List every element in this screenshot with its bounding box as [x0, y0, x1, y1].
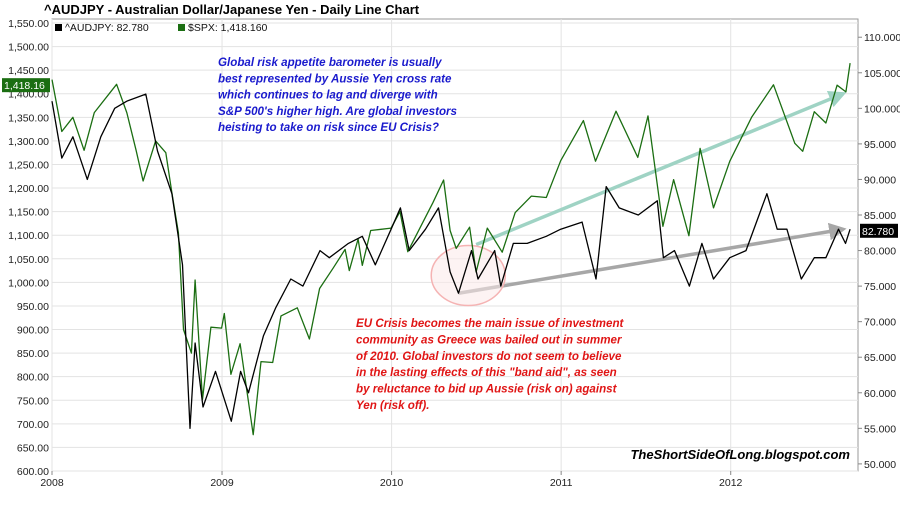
- annotation-risk-appetite-line: best represented by Aussie Yen cross rat…: [218, 72, 452, 85]
- left-axis-tick-label: 1,300.00: [8, 136, 49, 148]
- trend-arrow-spx: [475, 90, 847, 247]
- legend: ^AUDJPY: 82.780 $SPX: 1,418.160: [55, 22, 268, 34]
- spx-last-value-label: 1,418.16: [4, 80, 45, 92]
- x-axis-tick-label: 2009: [210, 477, 234, 489]
- left-axis-tick-label: 1,550.00: [8, 18, 49, 30]
- left-axis-tick-label: 1,250.00: [8, 159, 49, 171]
- legend-swatch: [178, 24, 185, 31]
- left-axis-tick-label: 1,150.00: [8, 207, 49, 219]
- annotation-risk-appetite-line: Global risk appetite barometer is usuall…: [218, 56, 442, 69]
- left-axis-tick-label: 750.00: [17, 395, 49, 407]
- annotation-risk-appetite-line: heisting to take on risk since EU Crisis…: [218, 121, 439, 134]
- left-axis-tick-label: 1,000.00: [8, 277, 49, 289]
- left-axis-tick-label: 850.00: [17, 348, 49, 360]
- left-axis-tick-label: 1,100.00: [8, 230, 49, 242]
- legend-label: $SPX: 1,418.160: [188, 22, 268, 34]
- trend-arrows: [430, 90, 847, 307]
- legend-swatch: [55, 24, 62, 31]
- right-axis-tick-label: 110.000: [864, 32, 900, 44]
- annotation-eu-crisis-line: in the lasting effects of this "band aid…: [356, 366, 617, 379]
- right-axis-tick-label: 90.000: [864, 174, 896, 186]
- x-axis-tick-label: 2011: [550, 477, 573, 489]
- right-axis-tick-label: 55.000: [864, 423, 896, 435]
- right-axis-tick-label: 75.000: [864, 281, 896, 293]
- right-axis-tick-label: 95.000: [864, 139, 896, 151]
- right-axis-tick-label: 65.000: [864, 352, 896, 364]
- left-axis-tick-label: 950.00: [17, 301, 49, 313]
- right-axis-tick-label: 60.000: [864, 388, 896, 400]
- legend-label: ^AUDJPY: 82.780: [65, 22, 149, 34]
- annotation-eu-crisis: EU Crisis becomes the main issue of inve…: [356, 317, 625, 412]
- eu-crisis-highlight-circle: [430, 244, 506, 307]
- annotation-eu-crisis-line: community as Greece was bailed out in su…: [356, 333, 623, 346]
- x-axis-tick-label: 2008: [40, 477, 64, 489]
- series-lines: [51, 63, 851, 436]
- right-axis-tick-label: 105.000: [864, 68, 900, 80]
- left-axis-tick-label: 1,200.00: [8, 183, 49, 195]
- chart-title: ^AUDJPY - Australian Dollar/Japanese Yen…: [44, 2, 420, 17]
- left-axis-tick-label: 600.00: [17, 466, 49, 478]
- audjpy-last-value-label: 82.780: [862, 226, 894, 238]
- annotation-risk-appetite-line: which continues to lag and diverge with: [218, 89, 438, 102]
- annotation-eu-crisis-line: of 2010. Global investors do not seem to…: [356, 350, 622, 363]
- left-axis-tick-label: 800.00: [17, 372, 49, 384]
- left-axis-tick-label: 1,050.00: [8, 254, 49, 266]
- x-axis-tick-label: 2010: [380, 477, 404, 489]
- left-axis-tick-label: 700.00: [17, 419, 49, 431]
- audjpy-last-value-tag: [860, 223, 898, 238]
- annotation-eu-crisis-line: Yen (risk off).: [356, 399, 429, 412]
- left-axis-tick-label: 1,450.00: [8, 65, 49, 77]
- right-axis-tick-label: 100.000: [864, 103, 900, 115]
- x-axis-tick-label: 2012: [719, 477, 743, 489]
- annotation-eu-crisis-line: by reluctance to bid up Aussie (risk on)…: [356, 383, 618, 396]
- series-line-audjpy: [51, 93, 851, 429]
- right-axis-tick-label: 80.000: [864, 246, 896, 258]
- left-axis-tick-label: 900.00: [17, 325, 49, 337]
- watermark-text: TheShortSideOfLong.blogspot.com: [630, 447, 850, 462]
- left-axis-tick-label: 650.00: [17, 442, 49, 454]
- trend-arrow-audjpy: [458, 222, 847, 295]
- right-axis-tick-label: 70.000: [864, 317, 896, 329]
- annotation-risk-appetite-line: S&P 500's higher high. Are global invest…: [218, 105, 458, 118]
- spx-last-value-tag: [2, 78, 50, 93]
- annotation-risk-appetite: Global risk appetite barometer is usuall…: [218, 56, 458, 134]
- right-axis-tick-label: 85.000: [864, 210, 896, 222]
- right-axis-tick-label: 50.000: [864, 459, 896, 471]
- left-axis-tick-label: 1,350.00: [8, 112, 49, 124]
- annotations: Global risk appetite barometer is usuall…: [218, 56, 850, 462]
- axes: 600.00 650.00 700.00 750.00 800.00 850.00 900.…: [2, 18, 900, 489]
- left-axis-tick-label: 1,500.00: [8, 42, 49, 54]
- annotation-eu-crisis-line: EU Crisis becomes the main issue of inve…: [356, 317, 625, 330]
